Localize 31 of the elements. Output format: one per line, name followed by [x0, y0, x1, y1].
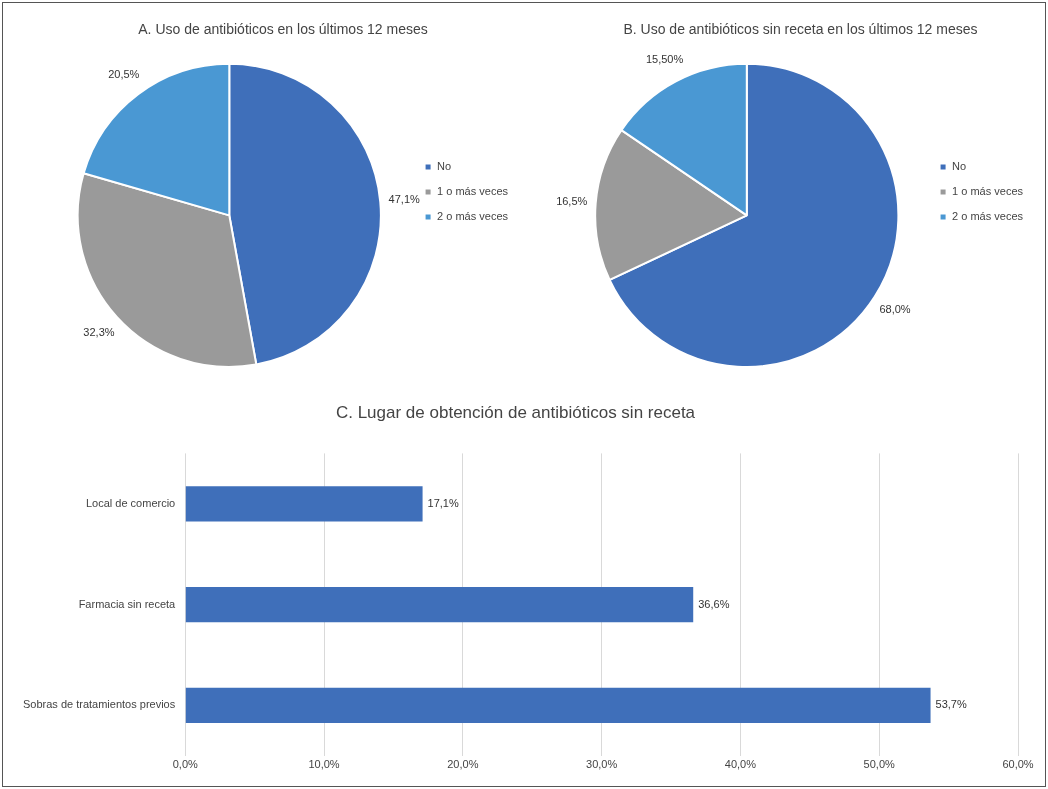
data-label: 32,3% [83, 326, 115, 339]
bar [185, 586, 694, 623]
data-label: 16,5% [556, 194, 588, 207]
data-label: 47,1% [388, 192, 420, 205]
data-label: 15,50% [645, 53, 684, 66]
y-tick-label: Sobras de tratamientos previos [22, 698, 176, 711]
data-label: 20,5% [108, 68, 140, 81]
data-label: 68,0% [879, 302, 911, 315]
data-label: 36,6% [698, 597, 730, 610]
x-tick-label: 10,0% [308, 758, 340, 771]
data-label: 53,7% [935, 698, 967, 711]
x-tick-label: 40,0% [724, 758, 757, 771]
legend-label: No [952, 160, 967, 173]
legend-label: 1 o más veces [952, 185, 1024, 198]
x-tick-label: 0,0% [172, 758, 198, 771]
bar [185, 687, 931, 724]
x-tick-label: 60,0% [1002, 758, 1034, 771]
y-tick-label: Farmacia sin receta [78, 597, 177, 610]
legend-label: 2 o más veces [437, 210, 509, 223]
chart-title: B. Uso de antibióticos sin receta en los últimos 12 meses [623, 21, 978, 38]
chart-title: A. Uso de antibióticos en los últimos 12 meses [138, 21, 428, 38]
chart-title: C. Lugar de obtención de antibióticos sin receta [335, 402, 696, 422]
x-tick-label: 50,0% [863, 758, 896, 771]
legend-label: No [437, 160, 452, 173]
data-label: 17,1% [427, 496, 459, 509]
legend-label: 2 o más veces [952, 210, 1024, 223]
x-tick-label: 30,0% [586, 758, 618, 771]
legend-label: 1 o más veces [437, 185, 509, 198]
x-tick-label: 20,0% [447, 758, 479, 771]
bar [185, 486, 423, 522]
y-tick-label: Local de comercio [85, 496, 176, 509]
